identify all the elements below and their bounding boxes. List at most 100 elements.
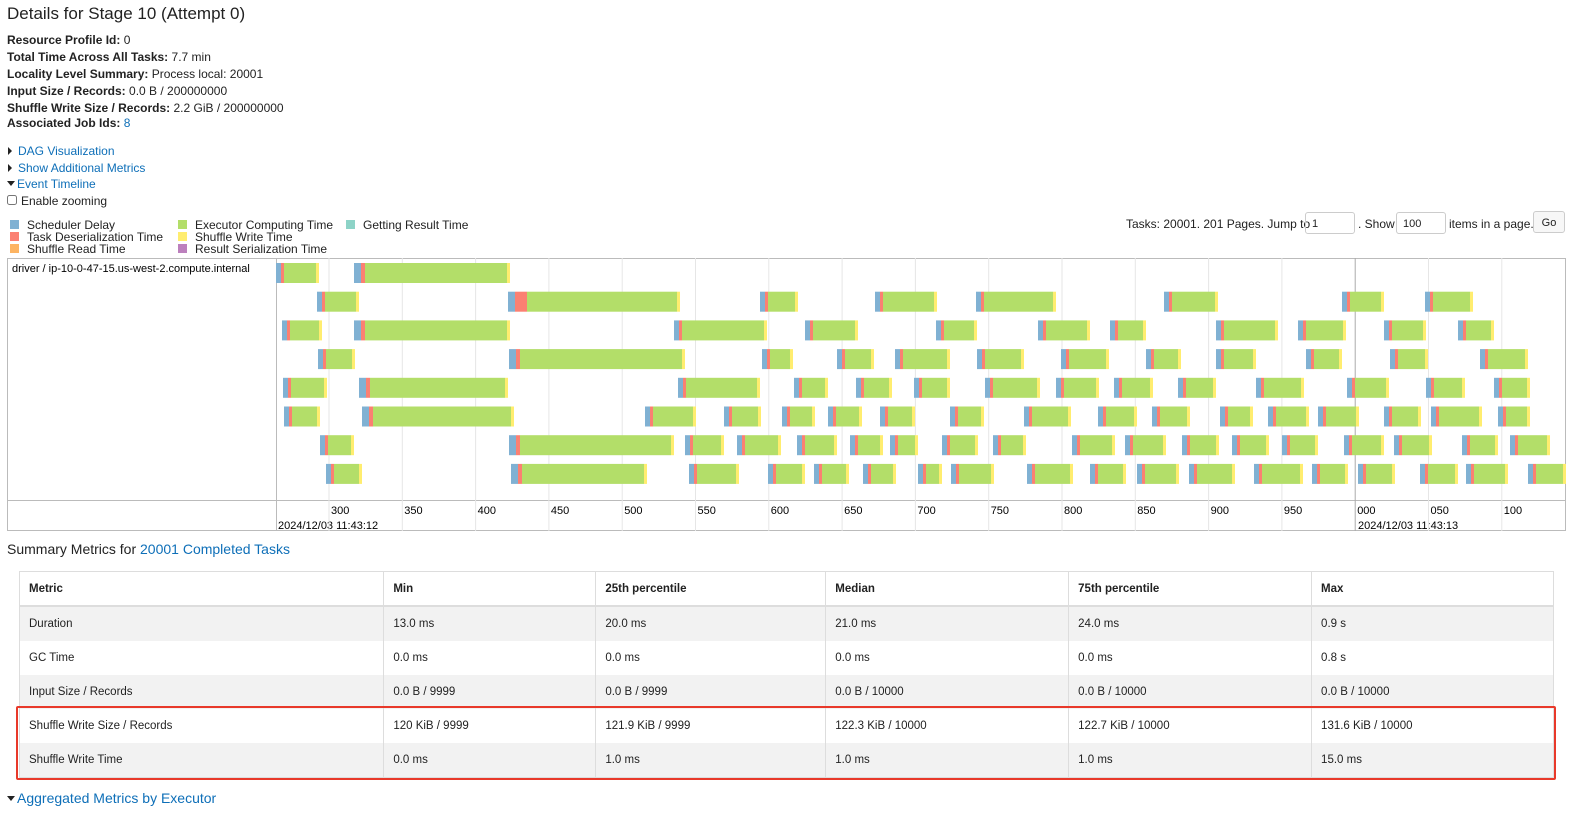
legend-item: Result Serialization Time (178, 243, 327, 255)
bar-segment (1098, 463, 1123, 484)
go-button[interactable]: Go (1533, 211, 1565, 233)
bar-segment (677, 291, 680, 312)
bar-segment (1386, 377, 1389, 398)
task-bar (1038, 320, 1090, 341)
bar-segment (369, 406, 373, 427)
task-bar (875, 291, 937, 312)
bar-segment (1001, 435, 1023, 456)
bar-segment (868, 463, 871, 484)
bar-segment (1381, 291, 1384, 312)
bar-segment (1090, 463, 1095, 484)
page-input[interactable]: 1 (1305, 212, 1355, 234)
table-row: GC Time 0.0 ms 0.0 ms 0.0 ms 0.0 ms 0.8 s (18, 641, 1554, 675)
bar-segment (1118, 320, 1143, 341)
bar-segment (1080, 435, 1112, 456)
x-tick-label: 100 (1504, 505, 1522, 517)
task-bar (805, 320, 858, 341)
bar-segment (317, 291, 322, 312)
toggle[interactable]: DAG Visualization (8, 144, 115, 158)
bar-segment (758, 406, 761, 427)
job-link[interactable]: 8 (123, 116, 131, 130)
bar-segment (842, 349, 845, 370)
checkbox-row[interactable]: Enable zooming (7, 194, 107, 208)
bar-segment (1256, 377, 1261, 398)
bar-segment (362, 406, 369, 427)
bar-segment (1095, 463, 1098, 484)
task-bar (1298, 320, 1346, 341)
checkbox[interactable] (7, 195, 17, 205)
bar-segment (1428, 463, 1455, 484)
bar-segment (1395, 349, 1398, 370)
bar-segment (1312, 463, 1317, 484)
task-bar (985, 377, 1040, 398)
page-title: Details for Stage 10 (Attempt 0) (7, 4, 246, 23)
bar-segment (1425, 463, 1428, 484)
legend-label: Shuffle Read Time (27, 242, 126, 256)
legend-item: Shuffle Write Time (178, 231, 293, 243)
bar-segment (1182, 435, 1187, 456)
bar-segment (1254, 463, 1259, 484)
task-bar (1458, 320, 1494, 341)
x-tick-label: 750 (991, 505, 1009, 517)
bar-segment (1032, 406, 1068, 427)
task-bar (814, 463, 849, 484)
toggle-label[interactable]: Show Additional Metrics (18, 161, 146, 175)
bar-segment (919, 377, 922, 398)
bar-segment (1264, 377, 1301, 398)
task-bar (1254, 463, 1303, 484)
section-title-link[interactable]: 20001 Completed Tasks (140, 541, 290, 557)
toggle-label[interactable]: DAG Visualization (18, 144, 115, 158)
bar-segment (1363, 463, 1366, 484)
bar-segment (1301, 377, 1304, 398)
task-bar (1282, 435, 1318, 456)
page-size-input[interactable]: 100 (1396, 212, 1446, 234)
bar-segment (1339, 349, 1342, 370)
task-bar (760, 291, 798, 312)
bar-segment (1225, 406, 1228, 427)
table-row: Shuffle Write Size / Records 120 KiB / 99… (18, 709, 1554, 743)
bar-segment (787, 406, 790, 427)
bar-segment (316, 263, 319, 283)
bar-segment (682, 349, 685, 370)
task-bar (1306, 349, 1342, 370)
toggle[interactable]: Show Additional Metrics (8, 161, 145, 175)
bar-segment (912, 406, 915, 427)
x-tick-label: 650 (844, 505, 862, 517)
table-cell: 0.0 B / 9999 (595, 675, 826, 709)
toggle-label[interactable]: Event Timeline (17, 177, 96, 191)
toggle[interactable]: Event Timeline (7, 177, 96, 191)
task-bar (993, 435, 1026, 456)
bar-segment (1458, 320, 1463, 341)
bar-segment (1032, 463, 1035, 484)
bar-segment (760, 291, 765, 312)
bar-segment (956, 463, 959, 484)
legend-item: Executor Computing Time (178, 219, 333, 231)
task-bar (797, 435, 837, 456)
table-cell: 122.3 KiB / 10000 (825, 709, 1069, 743)
task-bar (674, 320, 767, 341)
table-cell: 24.0 ms (1068, 606, 1312, 641)
bar-segment (1216, 349, 1221, 370)
bar-segment (1035, 463, 1070, 484)
bar-segment (1466, 463, 1471, 484)
legend-item: Scheduler Delay (10, 219, 115, 231)
bar-segment (1070, 463, 1073, 484)
bar-segment (859, 406, 862, 427)
toggle[interactable]: Aggregated Metrics by Executor (7, 790, 216, 806)
toggle-label[interactable]: Aggregated Metrics by Executor (17, 790, 217, 806)
bar-segment (941, 320, 944, 341)
bar-segment (1037, 377, 1040, 398)
bar-segment (822, 463, 846, 484)
bar-segment (1287, 435, 1290, 456)
bar-segment (1352, 377, 1355, 398)
bar-segment (1300, 463, 1303, 484)
bar-segment (991, 463, 994, 484)
summary-item: Locality Level Summary: Process local: 2… (7, 66, 284, 83)
bar-segment (922, 377, 947, 398)
column-header: Median (825, 571, 1069, 607)
task-bar (880, 406, 915, 427)
bar-segment (1506, 406, 1527, 427)
bar-segment (993, 377, 1037, 398)
task-bar (1098, 406, 1137, 427)
task-bar (724, 406, 761, 427)
